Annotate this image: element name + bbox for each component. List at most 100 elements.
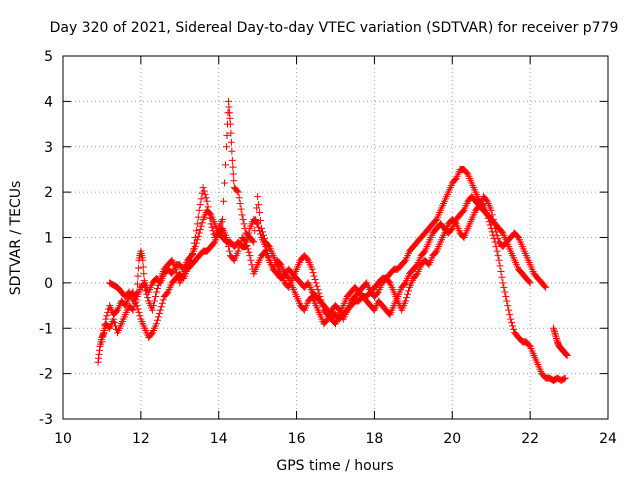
data-point	[196, 201, 204, 209]
data-point	[501, 288, 509, 296]
data-point	[133, 288, 141, 296]
data-point	[404, 287, 412, 295]
data-point	[191, 234, 199, 241]
data-point	[254, 220, 262, 228]
data-point	[226, 120, 234, 128]
chart-title: Day 320 of 2021, Sidereal Day-to-day VTE…	[50, 20, 619, 36]
data-point	[154, 313, 162, 321]
data-point	[144, 294, 152, 302]
data-point	[194, 213, 202, 221]
data-point	[225, 247, 233, 255]
data-point	[199, 184, 207, 192]
data-point	[151, 292, 159, 300]
data-point	[136, 312, 144, 320]
data-point	[495, 256, 503, 264]
data-point	[187, 256, 195, 264]
data-point	[134, 264, 142, 272]
data-point	[193, 220, 201, 228]
data-point	[133, 302, 141, 310]
data-point	[563, 351, 571, 359]
data-point	[509, 322, 517, 330]
data-point	[499, 279, 507, 287]
y-tick-label: 2	[44, 185, 53, 201]
data-point	[198, 219, 206, 227]
y-tick-label: 3	[44, 140, 53, 156]
data-point	[493, 231, 501, 239]
y-tick-label: -1	[39, 321, 53, 337]
data-point	[223, 143, 230, 151]
data-point	[150, 302, 158, 310]
data-point	[207, 220, 215, 228]
data-point	[194, 232, 202, 240]
data-point	[196, 226, 204, 234]
data-point	[245, 248, 253, 256]
data-point	[402, 297, 410, 305]
data-point	[172, 265, 180, 273]
data-point	[228, 147, 236, 155]
data-point	[219, 215, 227, 223]
data-point	[230, 177, 238, 185]
y-tick-label: 5	[44, 49, 53, 65]
data-point	[502, 292, 510, 300]
data-point	[496, 262, 504, 270]
data-point	[205, 209, 213, 217]
data-point	[223, 238, 231, 246]
data-point	[204, 203, 212, 211]
data-point	[560, 375, 568, 383]
data-point	[141, 283, 149, 291]
data-point	[99, 332, 107, 340]
data-point	[228, 156, 236, 164]
data-point	[486, 221, 494, 229]
data-point	[250, 238, 258, 246]
data-point	[102, 315, 110, 323]
data-point	[237, 205, 245, 213]
data-point	[235, 194, 243, 202]
data-point	[101, 321, 109, 329]
data-point	[233, 187, 241, 195]
data-point	[223, 234, 230, 241]
data-point	[492, 243, 500, 251]
data-point	[490, 220, 498, 228]
data-point	[236, 240, 244, 248]
data-point	[200, 187, 208, 195]
data-point	[488, 211, 496, 219]
data-point	[197, 195, 205, 203]
data-point	[507, 315, 515, 323]
y-tick-labels: -3 -2 -1 0 1 2 3 4 5	[39, 49, 53, 428]
data-point	[134, 305, 142, 313]
data-point	[192, 227, 200, 235]
data-point	[494, 252, 502, 260]
data-point	[129, 306, 137, 314]
data-point	[503, 297, 511, 305]
data-point	[173, 269, 181, 277]
data-point	[152, 288, 160, 296]
data-point	[525, 278, 533, 286]
data-point	[235, 244, 243, 252]
data-point	[186, 257, 194, 265]
data-point	[133, 280, 141, 288]
data-point	[150, 297, 158, 305]
x-tick-label: 18	[366, 431, 384, 447]
y-tick-label: 0	[44, 276, 53, 292]
data-point	[206, 214, 214, 222]
x-tick-labels: 10 12 14 16 18 20 22 24	[54, 431, 617, 447]
data-point	[142, 287, 150, 295]
data-point	[208, 223, 216, 231]
data-point	[308, 265, 316, 273]
data-point	[153, 285, 161, 293]
data-point	[158, 299, 166, 307]
data-point	[258, 224, 266, 232]
axis-ticks	[62, 55, 609, 420]
data-point	[221, 179, 229, 187]
data-point	[203, 197, 211, 205]
data-point	[229, 163, 237, 171]
y-tick-label: -2	[39, 367, 53, 383]
data-point	[234, 247, 242, 255]
data-point	[143, 290, 151, 298]
data-point	[241, 224, 249, 232]
data-point	[243, 241, 251, 249]
grid-lines	[63, 56, 608, 419]
data-point	[316, 292, 324, 300]
data-point	[498, 273, 506, 281]
